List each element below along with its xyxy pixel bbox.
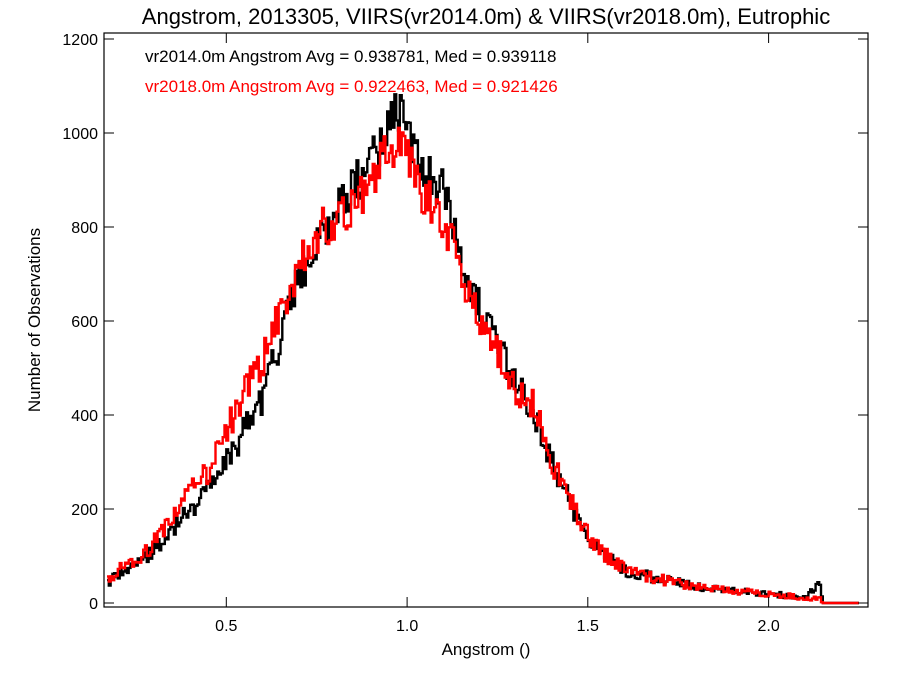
y-tick-label: 600 xyxy=(71,314,98,331)
x-tick-label: 0.5 xyxy=(215,618,237,635)
y-tick-label: 0 xyxy=(89,596,98,613)
x-tick-label: 2.0 xyxy=(757,618,779,635)
annotation-vr2014-stats: vr2014.0m Angstrom Avg = 0.938781, Med =… xyxy=(145,47,556,66)
plot-frame xyxy=(103,32,869,608)
chart-title: Angstrom, 2013305, VIIRS(vr2014.0m) & VI… xyxy=(142,4,830,29)
y-tick-label: 1000 xyxy=(62,126,98,143)
histogram-series-2 xyxy=(107,126,859,605)
series-layer xyxy=(107,93,859,605)
histogram-series-1 xyxy=(107,93,859,605)
x-axis-label: Angstrom () xyxy=(442,640,531,659)
ticks-layer: 0.5 1.0 1.5 2.0 0 200 400 600 800 1000 1200 xyxy=(62,32,868,635)
y-tick-label: 200 xyxy=(71,502,98,519)
annotation-vr2018-stats: vr2018.0m Angstrom Avg = 0.922463, Med =… xyxy=(145,77,558,96)
y-axis-label: Number of Observations xyxy=(25,228,44,412)
y-tick-label: 400 xyxy=(71,408,98,425)
y-tick-label: 800 xyxy=(71,220,98,237)
x-tick-label: 1.5 xyxy=(577,618,599,635)
x-tick-label: 1.0 xyxy=(396,618,418,635)
y-tick-label: 1200 xyxy=(62,32,98,49)
